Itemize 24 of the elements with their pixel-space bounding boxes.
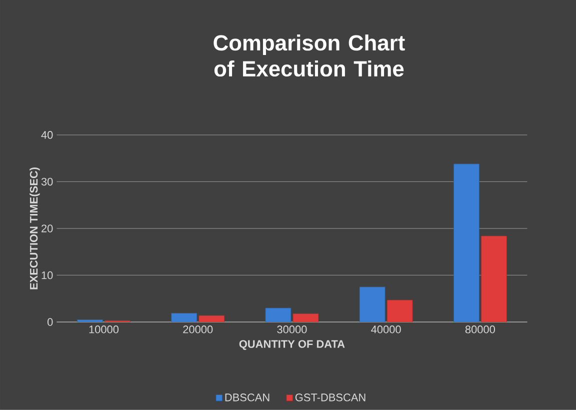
x-axis-title: QUANTITY OF DATA [239,340,345,350]
legend-label: GST-DBSCAN [295,394,366,402]
x-tick-label: 20000 [183,326,213,334]
y-tick-label: 40 [41,131,53,139]
bar [480,236,507,322]
y-tick-label: 30 [41,178,53,186]
bar [77,320,103,322]
x-tick-label: 80000 [465,326,495,334]
bar [386,300,413,322]
bar [453,164,480,322]
y-axis-title: EXECUTION TIME(SEC) [30,168,40,290]
y-tick-label: 10 [42,271,53,280]
bar [292,313,319,322]
bar [198,315,225,322]
x-tick-label: 30000 [277,326,307,334]
y-tick-label: 0 [48,318,53,326]
bar [359,286,386,322]
y-tick-label: 20 [42,224,53,232]
bar [265,308,292,322]
chart-title: Comparison Chart of Execution Time [214,34,405,77]
x-tick-label: 10000 [89,326,119,334]
x-tick-label: 40000 [371,326,401,334]
legend-label: DBSCAN [225,394,270,402]
bar [171,312,198,322]
